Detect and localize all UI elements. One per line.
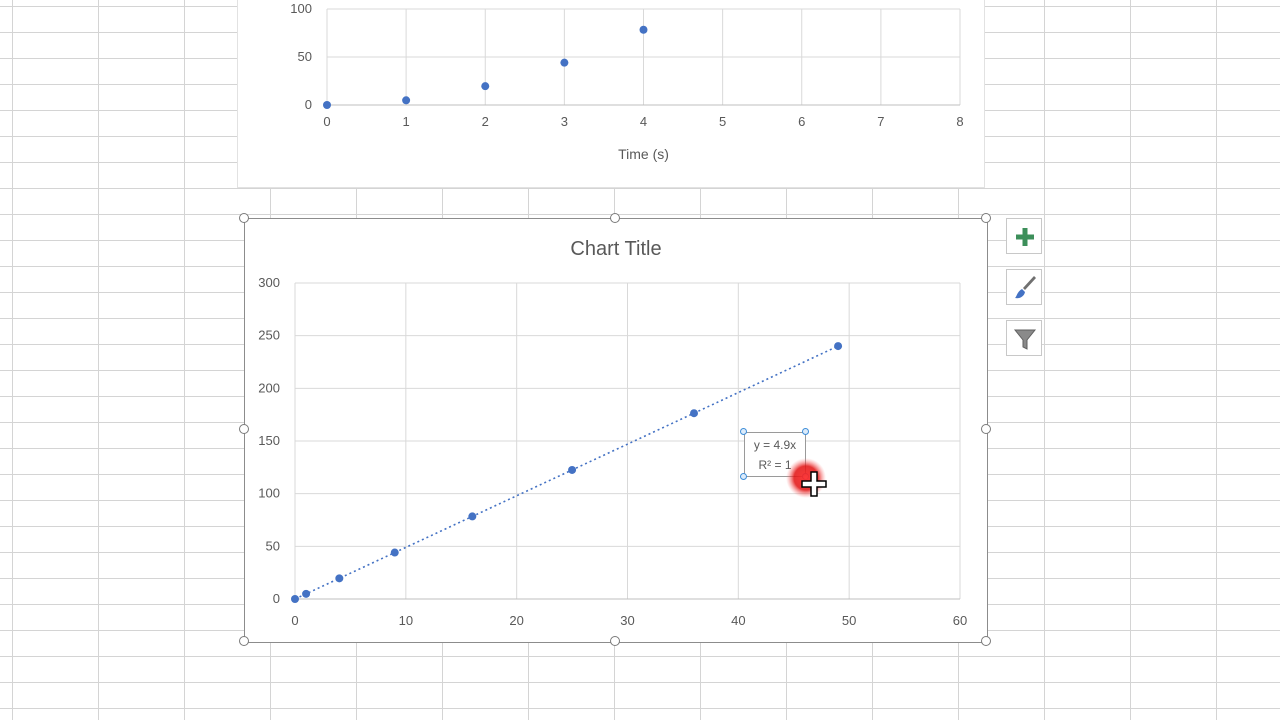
data-point[interactable]: [468, 512, 477, 521]
y-tick-label: 150: [258, 433, 280, 448]
data-point[interactable]: [568, 465, 577, 474]
y-tick-label: 200: [258, 380, 280, 395]
data-point[interactable]: [690, 409, 698, 418]
x-tick-label: 3: [561, 114, 568, 129]
data-point[interactable]: [390, 548, 399, 557]
x-tick-label: 40: [731, 613, 745, 628]
x-tick-label: 5: [719, 114, 726, 129]
resize-handle-top-left[interactable]: [239, 213, 249, 223]
x-tick-label: 30: [620, 613, 634, 628]
funnel-icon: [1013, 329, 1037, 350]
x-tick-label: 4: [640, 114, 647, 129]
paintbrush-icon: [1015, 276, 1036, 299]
chart-elements-button[interactable]: [1006, 218, 1042, 254]
resize-handle-middle-right[interactable]: [981, 424, 991, 434]
data-point[interactable]: [335, 574, 344, 583]
chart-main[interactable]: 0 10 20 30 40 50 60 0 50 100 150 200 250 300 Chart Tit…: [244, 218, 988, 643]
y-tick-label: 50: [266, 538, 280, 553]
label-handle-tl[interactable]: [740, 428, 747, 435]
chart-filters-button[interactable]: [1006, 320, 1042, 356]
y-tick-label: 100: [258, 486, 280, 501]
data-point[interactable]: [323, 101, 331, 109]
data-point[interactable]: [402, 96, 411, 105]
data-point[interactable]: [639, 25, 648, 34]
chart-top-plot: 0 1 2 3 4 5 6 7 8 0 50 100 Time (s): [290, 1, 963, 162]
x-tick-label: 6: [798, 114, 805, 129]
resize-handle-top-right[interactable]: [981, 213, 991, 223]
x-tick-label: 10: [399, 613, 413, 628]
x-tick-label: 20: [509, 613, 523, 628]
x-tick-label: 0: [323, 114, 330, 129]
resize-handle-bottom-middle[interactable]: [610, 636, 620, 646]
chart-main-plot: 0 10 20 30 40 50 60 0 50 100 150 200 250 300 Chart Tit…: [258, 238, 967, 628]
x-tick-label: 50: [842, 613, 856, 628]
x-tick-label: 7: [877, 114, 884, 129]
data-point[interactable]: [834, 342, 843, 351]
move-cursor-icon: [801, 471, 827, 497]
x-axis-title[interactable]: Time (s): [618, 146, 669, 162]
x-tick-label: 8: [956, 114, 963, 129]
chart-title[interactable]: Chart Title: [570, 238, 661, 260]
data-point[interactable]: [291, 595, 299, 603]
label-handle-bl[interactable]: [740, 473, 747, 480]
data-point[interactable]: [560, 58, 569, 67]
y-tick-label: 50: [298, 49, 312, 64]
x-tick-label: 2: [482, 114, 489, 129]
x-tick-label: 1: [403, 114, 410, 129]
y-tick-label: 0: [273, 591, 280, 606]
resize-handle-bottom-left[interactable]: [239, 636, 249, 646]
resize-handle-middle-left[interactable]: [239, 424, 249, 434]
data-point[interactable]: [481, 82, 490, 91]
y-tick-label: 100: [290, 1, 312, 16]
data-point[interactable]: [302, 589, 311, 598]
chart-styles-button[interactable]: [1006, 269, 1042, 305]
x-tick-label: 60: [953, 613, 967, 628]
y-tick-label: 250: [258, 328, 280, 343]
plus-icon: [1016, 228, 1034, 246]
y-tick-label: 0: [305, 97, 312, 112]
x-tick-label: 0: [291, 613, 298, 628]
trendline-r-squared: R² = 1: [758, 458, 792, 472]
resize-handle-bottom-right[interactable]: [981, 636, 991, 646]
chart-top[interactable]: 0 1 2 3 4 5 6 7 8 0 50 100 Time (s): [237, 0, 985, 188]
label-handle-tr[interactable]: [802, 428, 809, 435]
y-tick-label: 300: [258, 275, 280, 290]
trendline-equation: y = 4.9x: [753, 438, 797, 452]
resize-handle-top-middle[interactable]: [610, 213, 620, 223]
